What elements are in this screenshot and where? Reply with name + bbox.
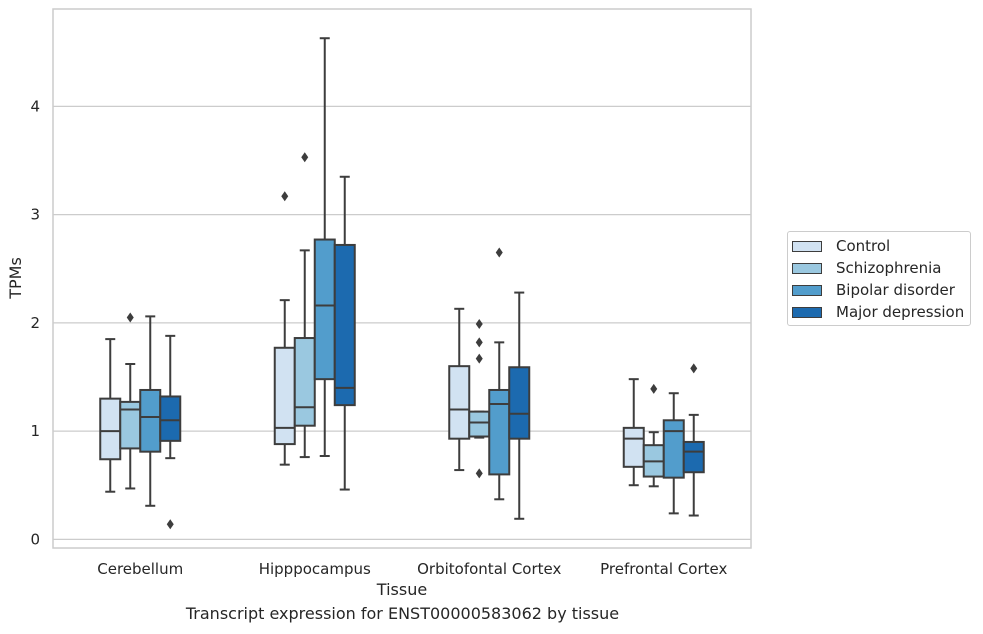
box-group xyxy=(333,175,356,491)
plot-frame xyxy=(52,8,752,549)
legend-item-bipolar-disorder: Bipolar disorder xyxy=(792,280,955,300)
x-tick-label: Orbitofontal Cortex xyxy=(417,560,561,578)
x-axis: Cerebellum Hipppocampus Orbitofontal Corte… xyxy=(97,560,727,578)
box-group xyxy=(313,37,336,458)
x-tick-label: Prefrontal Cortex xyxy=(600,560,727,578)
x-tick-label: Hipppocampus xyxy=(259,560,371,578)
box-group xyxy=(448,307,471,472)
legend-label: Major depression xyxy=(836,303,965,321)
y-axis-label: TPMs xyxy=(6,257,25,300)
box xyxy=(622,426,645,468)
legend-swatch xyxy=(792,284,822,296)
box-group xyxy=(99,338,122,493)
box-group xyxy=(682,363,705,517)
outlier-point xyxy=(301,152,309,163)
legend-label: Control xyxy=(836,237,891,255)
outlier-point xyxy=(475,468,483,479)
box-group xyxy=(468,318,491,479)
y-tick-label: 0 xyxy=(30,530,40,548)
box xyxy=(662,419,685,479)
box xyxy=(139,388,162,453)
box xyxy=(333,243,356,407)
outlier-point xyxy=(281,191,289,202)
box xyxy=(293,337,316,427)
box-group xyxy=(622,378,645,487)
legend-label: Bipolar disorder xyxy=(836,281,955,299)
box-group xyxy=(662,392,685,515)
outlier-point xyxy=(475,337,483,348)
outlier-point xyxy=(475,318,483,329)
legend-item-control: Control xyxy=(792,236,890,256)
box-group xyxy=(119,312,142,490)
outlier-point xyxy=(475,353,483,364)
outlier-point xyxy=(126,312,134,323)
legend-swatch xyxy=(792,262,822,274)
box-group xyxy=(488,247,511,501)
box-group xyxy=(159,334,182,530)
legend-item-schizophrenia: Schizophrenia xyxy=(792,258,941,278)
box xyxy=(488,388,511,476)
x-tick-label: Cerebellum xyxy=(97,560,183,578)
box xyxy=(273,346,296,446)
legend-label: Schizophrenia xyxy=(836,259,942,277)
outlier-point xyxy=(166,519,174,530)
x-axis-label: Tissue xyxy=(376,580,427,599)
outlier-point xyxy=(690,363,698,374)
box-group xyxy=(273,191,296,466)
y-tick-label: 2 xyxy=(30,314,40,332)
y-tick-label: 3 xyxy=(30,206,40,224)
box xyxy=(99,397,122,461)
box-group xyxy=(642,383,665,488)
box xyxy=(159,395,182,442)
outlier-point xyxy=(650,383,658,394)
legend-swatch xyxy=(792,240,822,252)
box xyxy=(313,238,336,381)
y-axis: 0 1 2 3 4 xyxy=(30,97,40,548)
legend-swatch xyxy=(792,306,822,318)
box xyxy=(508,366,531,440)
outlier-point xyxy=(495,247,503,258)
box xyxy=(682,440,705,474)
box-group xyxy=(293,152,316,459)
legend-item-major-depression: Major depression xyxy=(792,302,964,322)
y-tick-label: 1 xyxy=(30,422,40,440)
box-group xyxy=(508,291,531,520)
legend: Control Schizophrenia Bipolar disorder M… xyxy=(787,231,971,326)
y-tick-label: 4 xyxy=(30,97,40,115)
box-group xyxy=(139,315,162,507)
plot-area xyxy=(99,37,705,530)
box xyxy=(468,410,491,438)
figure-caption: Transcript expression for ENST0000058306… xyxy=(185,604,620,623)
box xyxy=(448,365,471,440)
